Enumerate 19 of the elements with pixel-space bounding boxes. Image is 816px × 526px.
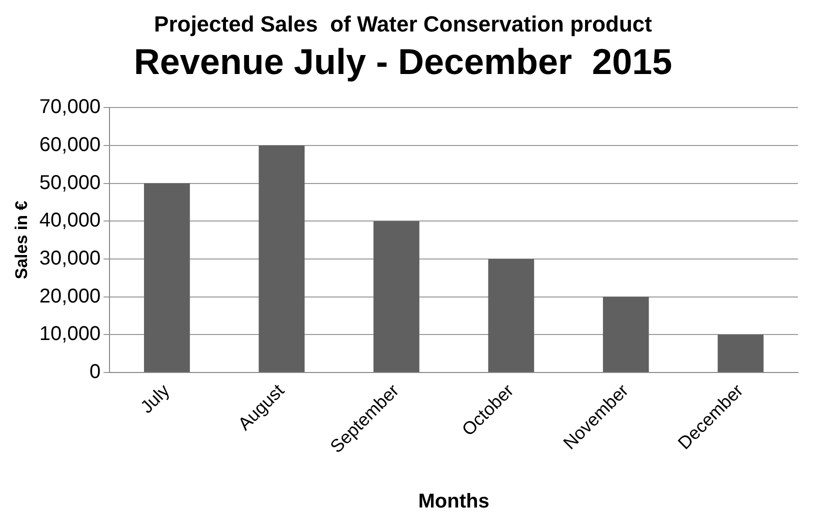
chart-title: Projected Sales of Water Conservation product xyxy=(154,11,653,36)
bar xyxy=(602,296,649,372)
bar xyxy=(258,145,305,372)
y-tick-label: 30,000 xyxy=(39,247,101,270)
bar xyxy=(373,221,420,372)
chart-subtitle: Revenue July - December 2015 xyxy=(134,40,672,82)
x-axis-title: Months xyxy=(418,490,490,513)
x-tick-label: July xyxy=(136,380,174,418)
bar xyxy=(718,334,764,372)
bar xyxy=(488,258,534,372)
y-tick-label: 60,000 xyxy=(39,134,101,156)
y-tick-label: 10,000 xyxy=(39,323,101,346)
bar xyxy=(144,183,190,372)
y-axis-title: Sales in € xyxy=(12,200,31,280)
y-tick-label: 50,000 xyxy=(39,172,101,194)
y-tick-label: 20,000 xyxy=(39,285,101,308)
y-tick-label: 0 xyxy=(89,360,101,383)
y-tick-label: 70,000 xyxy=(39,96,101,118)
y-tick-label: 40,000 xyxy=(39,210,101,232)
